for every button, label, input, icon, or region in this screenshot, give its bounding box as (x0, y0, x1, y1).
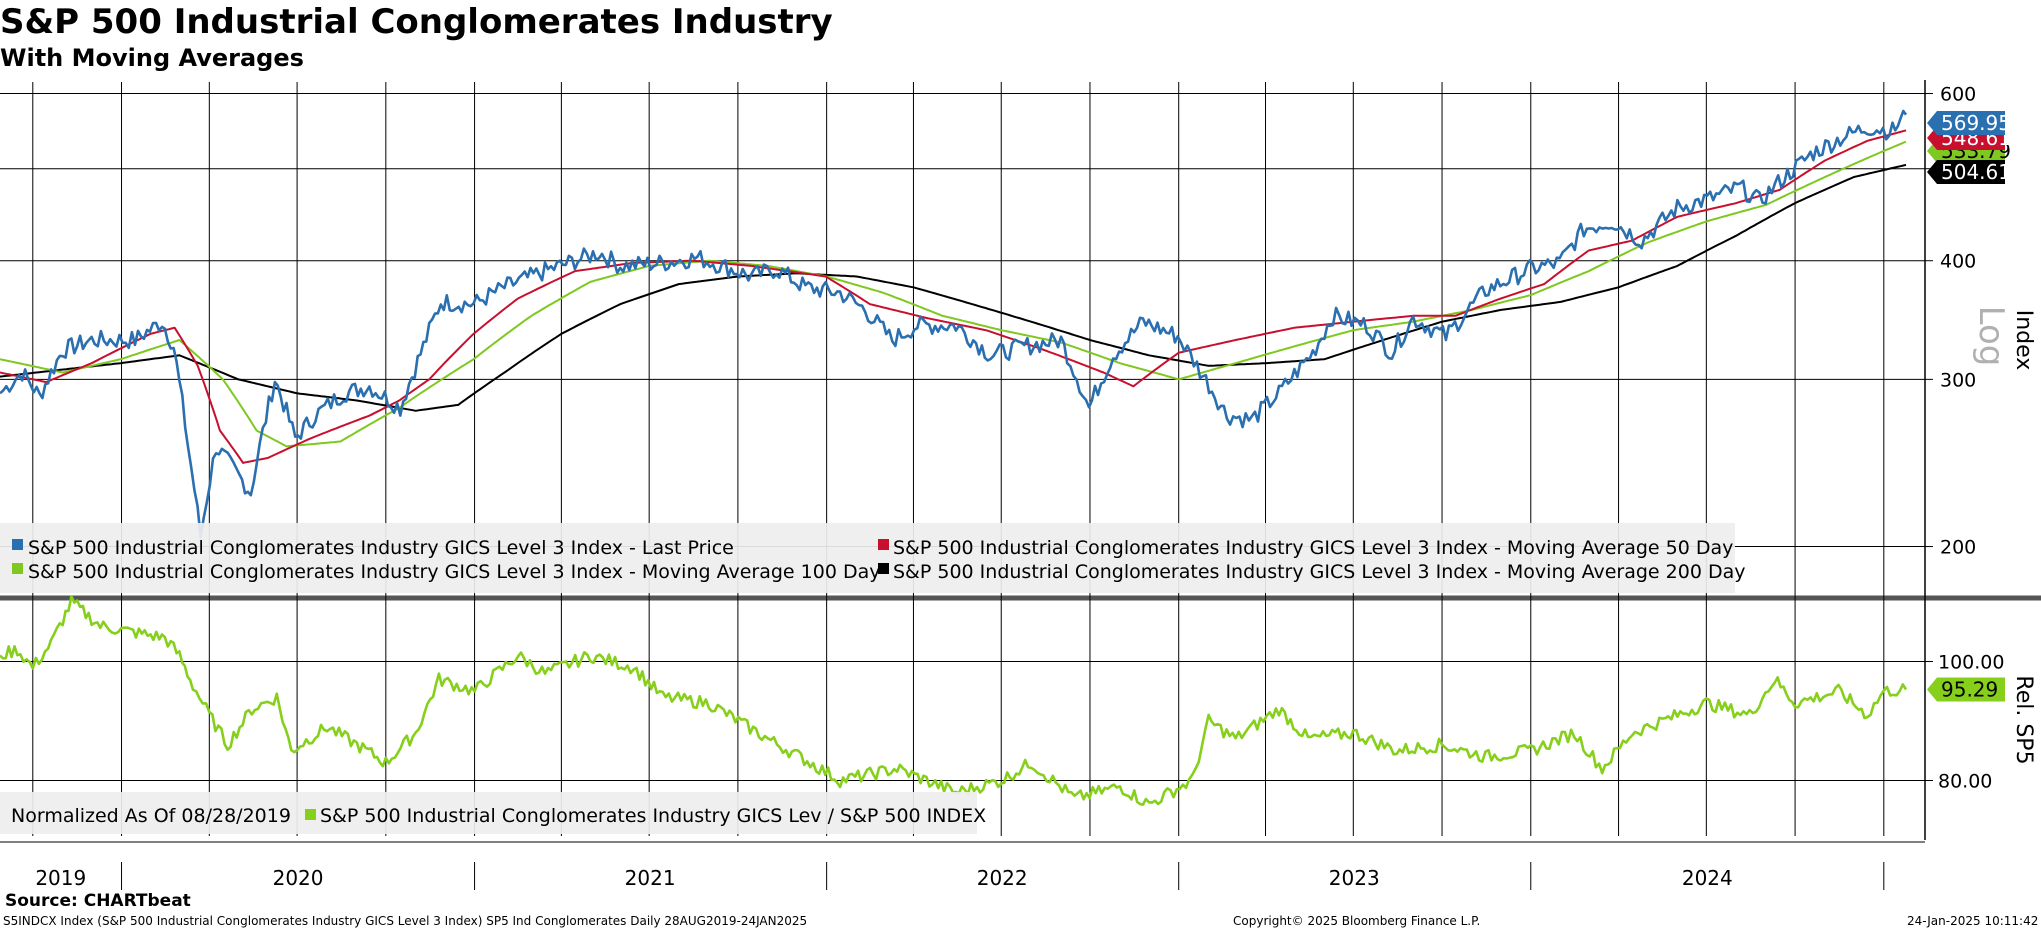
lower-series (0, 595, 1908, 806)
upper-y-axis-label: Index (2011, 310, 2036, 371)
chart-title: S&P 500 Industrial Conglomerates Industr… (0, 2, 833, 42)
legend-swatch-ma50 (878, 539, 889, 550)
x-tick-label: 2023 (1329, 866, 1380, 890)
lower-y-axis-label: Rel. SP5 (2011, 675, 2036, 764)
series-line-ma100 (0, 140, 1907, 448)
tag-rel: 95.29 (1941, 678, 1998, 702)
tag-price-bg (1927, 111, 2005, 135)
x-tick-label: 2022 (977, 866, 1028, 890)
upper-series (0, 109, 1908, 539)
lower-ytick-label: 100.00 (1938, 652, 2004, 674)
upper-legend: S&P 500 Industrial Conglomerates Industr… (0, 523, 1745, 593)
footer-copyright: Copyright© 2025 Bloomberg Finance L.P. (1233, 914, 1481, 928)
tag-rel-bg (1927, 677, 2005, 702)
x-tick-label: 2020 (273, 866, 324, 890)
legend-swatch-price (12, 539, 23, 550)
series-line-ma50 (0, 129, 1907, 464)
legend-label-ma100: S&P 500 Industrial Conglomerates Industr… (28, 561, 880, 583)
x-tick-label: 2024 (1682, 866, 1733, 890)
footer-description: S5INDCX Index (S&P 500 Industrial Conglo… (3, 914, 808, 928)
tag-ma200-bg (1927, 160, 2005, 184)
legend-label-ma200: S&P 500 Industrial Conglomerates Industr… (893, 561, 1745, 583)
legend-swatch-ma200 (878, 563, 889, 574)
footer-timestamp: 24-Jan-2025 10:11:42 (1907, 914, 2039, 928)
lower-legend: Normalized As Of 08/28/2019 S&P 500 Indu… (0, 792, 986, 834)
chart-subtitle: With Moving Averages (0, 44, 304, 72)
upper-ytick-label: 400 (1940, 251, 1976, 273)
upper-ytick-label: 200 (1940, 537, 1976, 559)
x-tick-label: 2019 (35, 866, 86, 890)
legend-swatch-rel (305, 809, 316, 820)
lower-y-ticks: 100.00 80.00 (1925, 652, 2004, 793)
lower-gridlines (0, 661, 1925, 781)
legend-label-rel: S&P 500 Industrial Conglomerates Industr… (320, 805, 986, 827)
upper-ytick-label: 600 (1940, 84, 1976, 106)
upper-legend-bg (0, 523, 1735, 593)
footer-source: Source: CHARTbeat (5, 891, 191, 911)
vertical-gridlines (32, 82, 1885, 836)
lower-legend-bg (0, 792, 977, 834)
normalized-label: Normalized As Of 08/28/2019 (11, 805, 291, 827)
log-scale-label: Log (1971, 306, 2011, 367)
tag-ma200: 504.61 (1941, 160, 2011, 184)
legend-label-ma50: S&P 500 Industrial Conglomerates Industr… (893, 537, 1733, 559)
lower-ytick-label: 80.00 (1938, 771, 1992, 793)
legend-label-price: S&P 500 Industrial Conglomerates Industr… (28, 537, 734, 559)
upper-y-ticks: 600500400300200 (1925, 84, 1976, 559)
series-line-ma200 (0, 163, 1907, 412)
series-line-price (0, 109, 1908, 539)
legend-swatch-ma100 (12, 563, 23, 574)
upper-ytick-label: 300 (1940, 369, 1976, 391)
x-axis-ticks: 2019 2020 2021 2022 2023 2024 (35, 862, 1885, 890)
series-line-rel (0, 595, 1908, 806)
x-tick-label: 2021 (625, 866, 676, 890)
tag-price: 569.95 (1941, 111, 2011, 135)
plot-frame (0, 80, 2041, 843)
